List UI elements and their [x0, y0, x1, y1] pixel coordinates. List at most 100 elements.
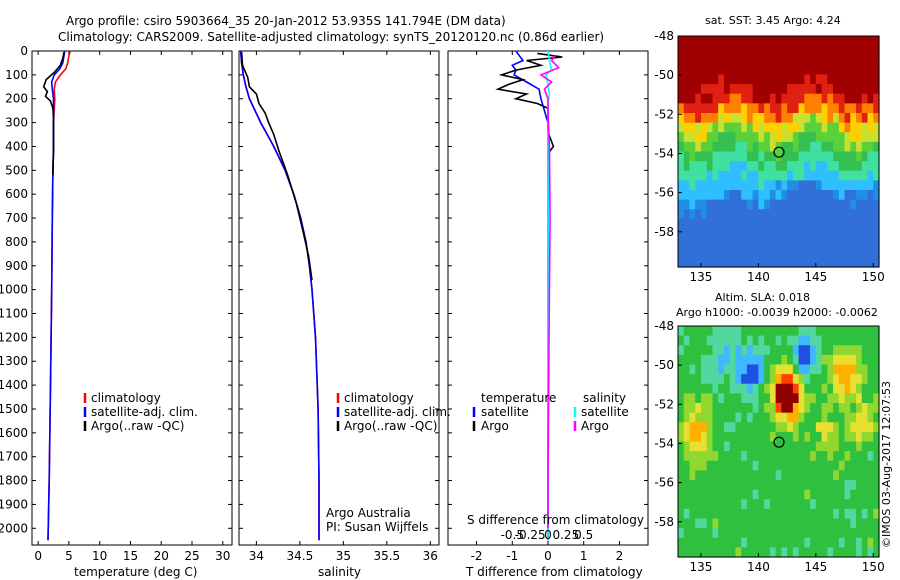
map-cell — [700, 132, 708, 143]
map-cell — [718, 345, 725, 356]
map-cell — [798, 393, 805, 404]
map-cell — [683, 190, 691, 201]
map-cell — [764, 84, 771, 95]
map-cell — [746, 412, 754, 423]
map-cell — [804, 374, 811, 385]
map-cell — [787, 247, 794, 258]
map-cell — [769, 412, 777, 423]
map-cell — [838, 180, 846, 191]
map-cell — [706, 141, 714, 153]
map-cell — [758, 480, 765, 491]
map-cell — [804, 354, 811, 366]
map-cell — [873, 528, 880, 539]
map-cell — [758, 199, 765, 210]
map-cell — [764, 132, 771, 143]
map-cell — [718, 103, 725, 114]
map-y-tick-label: -54 — [654, 436, 674, 450]
map-cell — [723, 364, 731, 375]
map-cell — [798, 326, 805, 337]
map-cell — [746, 218, 754, 230]
map-cell — [746, 547, 754, 558]
map-cell — [764, 547, 771, 558]
map-cell — [712, 345, 719, 356]
map-cell — [706, 441, 714, 452]
map-cell — [678, 518, 685, 529]
map-cell — [798, 132, 805, 143]
map-cell — [689, 547, 696, 558]
map-cell — [700, 45, 708, 56]
map-cell — [781, 238, 788, 249]
map-cell — [787, 547, 794, 558]
map-cell — [792, 209, 800, 220]
sla-map-title: Altim. SLA: 0.018 — [715, 291, 810, 304]
map-cell — [700, 364, 708, 375]
map-cell — [787, 161, 794, 172]
map-cell — [787, 374, 794, 385]
map-cell — [781, 199, 788, 210]
map-cell — [810, 403, 817, 414]
map-cell — [856, 228, 863, 239]
map-cell — [735, 209, 742, 220]
map-cell — [723, 151, 731, 162]
map-cell — [844, 354, 851, 366]
map-cell — [678, 93, 685, 104]
map-y-tick-label: -58 — [654, 225, 674, 239]
map-cell — [706, 460, 714, 471]
map-cell — [735, 470, 742, 481]
map-cell — [856, 422, 863, 433]
map-cell — [850, 489, 857, 500]
map-cell — [700, 161, 708, 172]
map-cell — [815, 180, 823, 191]
map-cell — [781, 74, 788, 85]
map-cell — [746, 470, 754, 481]
map-cell — [723, 508, 731, 520]
map-cell — [856, 403, 863, 414]
map-cell — [775, 354, 782, 366]
map-cell — [815, 537, 823, 548]
map-cell — [746, 354, 754, 366]
map-cell — [781, 161, 788, 172]
map-cell — [700, 547, 708, 558]
map-cell — [764, 218, 771, 230]
map-cell — [781, 345, 788, 356]
map-y-tick-label: -52 — [654, 107, 674, 121]
map-cell — [867, 132, 874, 143]
map-cell — [844, 374, 851, 385]
map-cell — [810, 508, 817, 520]
map-cell — [706, 403, 714, 414]
map-cell — [804, 393, 811, 404]
map-cell — [729, 103, 737, 114]
map-cell — [758, 374, 765, 385]
map-cell — [787, 460, 794, 471]
map-cell — [764, 209, 771, 220]
map-cell — [758, 547, 765, 558]
map-cell — [827, 218, 834, 230]
map-cell — [729, 122, 737, 133]
map-y-tick-label: -50 — [654, 358, 674, 372]
map-cell — [712, 431, 719, 443]
map-cell — [804, 84, 811, 95]
map-cell — [723, 238, 731, 249]
map-cell — [752, 403, 759, 414]
map-cell — [752, 199, 759, 210]
map-cell — [706, 528, 714, 539]
map-cell — [746, 45, 754, 56]
map-cell — [850, 190, 857, 201]
map-cell — [683, 518, 691, 529]
map-cell — [850, 431, 857, 443]
map-cell — [804, 257, 811, 268]
map-cell — [758, 64, 765, 76]
map-cell — [792, 393, 800, 404]
map-cell — [810, 335, 817, 346]
map-cell — [775, 36, 782, 47]
diff-legend-s-argo: Argo — [581, 419, 609, 433]
map-cell — [815, 257, 823, 268]
depth-tick-label: 2000 — [0, 521, 28, 535]
map-cell — [850, 180, 857, 191]
map-cell — [735, 151, 742, 162]
map-cell — [718, 55, 725, 66]
map-cell — [844, 247, 851, 258]
map-cell — [723, 93, 731, 104]
map-cell — [718, 199, 725, 210]
map-cell — [718, 247, 725, 258]
